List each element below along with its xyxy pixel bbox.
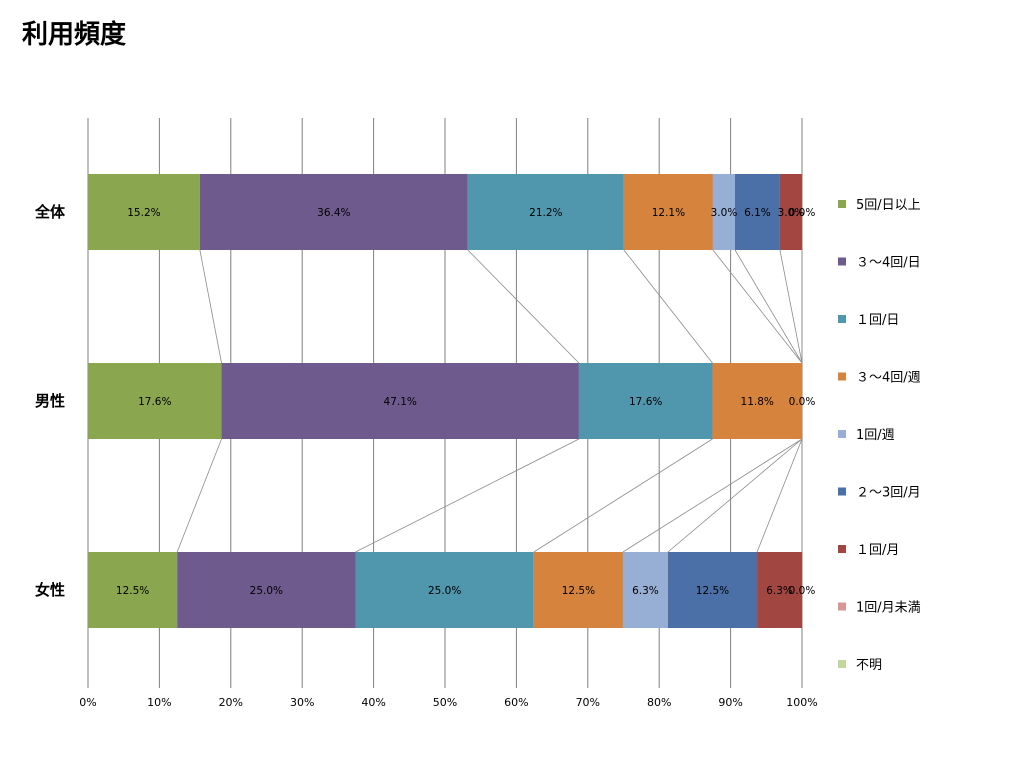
legend-label: 1回/月未満 <box>856 601 921 616</box>
x-tick-label: 70% <box>576 696 600 709</box>
bar-segment <box>533 552 623 628</box>
x-tick-label: 60% <box>504 696 528 709</box>
series-connector-lines <box>176 249 803 553</box>
bar-segment <box>199 174 468 250</box>
legend-label: ２～3回/月 <box>856 486 921 501</box>
legend-label: 5回/日以上 <box>856 198 921 213</box>
category-label: 女性 <box>35 581 65 599</box>
data-label: 25.0% <box>250 585 283 597</box>
data-label: 3.0% <box>711 207 738 219</box>
data-label: 6.1% <box>744 207 771 219</box>
x-tick-label: 100% <box>786 696 817 709</box>
legend-swatch <box>838 487 846 496</box>
x-tick-label: 10% <box>147 696 171 709</box>
data-label: 0.0% <box>789 396 816 408</box>
data-label: 47.1% <box>384 396 417 408</box>
series-connector <box>712 249 803 364</box>
legend-label: 不明 <box>856 658 882 673</box>
data-label: 12.5% <box>696 585 729 597</box>
series-connector <box>533 438 713 553</box>
data-label: 17.6% <box>138 396 171 408</box>
x-tick-label: 0% <box>79 696 96 709</box>
series-connector <box>467 249 580 364</box>
bar-segment <box>88 174 200 250</box>
legend-swatch <box>838 660 846 668</box>
chart-title: 利用頻度 <box>22 20 127 50</box>
legend-swatch <box>838 200 846 208</box>
series-connector <box>176 438 222 553</box>
bar-segment <box>712 174 736 250</box>
data-label: 3.0% <box>778 207 805 219</box>
legend-label: １回/月 <box>856 543 899 558</box>
bar-segment <box>622 552 668 628</box>
legend: 5回/日以上 ３～4回/日 １回/日 ３～4回/週 1回/週 ２～3回/月 １回/月 1回/月… <box>838 198 921 673</box>
bar-segment <box>467 174 624 250</box>
data-label: 12.1% <box>652 207 685 219</box>
bar-segment <box>221 363 579 439</box>
legend-swatch <box>838 257 846 266</box>
bar-segment <box>667 552 758 628</box>
bar-segment <box>757 552 802 628</box>
data-label: 21.2% <box>529 207 562 219</box>
data-label: 0.0% <box>789 585 816 597</box>
data-label: 12.5% <box>116 585 149 597</box>
series-connector <box>623 249 713 364</box>
series-connector <box>734 249 803 364</box>
x-tick-label: 20% <box>219 696 243 709</box>
legend-label: 1回/週 <box>856 428 895 443</box>
bar-segment <box>623 174 713 250</box>
data-label: 17.6% <box>629 396 662 408</box>
x-tick-label: 80% <box>647 696 671 709</box>
legend-label: ３～4回/週 <box>856 371 921 386</box>
x-axis: 0% 10% 20% 30% 40% 50% 60% 70% 80% 90% 100% <box>79 696 817 709</box>
bar-segment <box>355 552 534 628</box>
data-label: 12.5% <box>562 585 595 597</box>
legend-label: ３～4回/日 <box>856 256 921 271</box>
series-connector <box>667 438 803 553</box>
category-label: 男性 <box>35 392 65 410</box>
series-connector <box>355 438 580 553</box>
bars <box>88 174 802 628</box>
data-label: 11.8% <box>741 396 774 408</box>
bar-segment <box>712 363 802 439</box>
legend-swatch <box>838 430 846 438</box>
legend-swatch <box>838 602 846 611</box>
data-label: 15.2% <box>127 207 160 219</box>
bar-segment <box>735 174 780 250</box>
legend-label: １回/日 <box>856 313 899 328</box>
bar-segment <box>578 363 713 439</box>
series-connector <box>756 438 803 553</box>
bar-segment <box>88 552 178 628</box>
legend-swatch <box>838 315 846 323</box>
x-tick-label: 30% <box>290 696 314 709</box>
x-tick-label: 90% <box>718 696 742 709</box>
legend-swatch <box>838 372 846 381</box>
data-label: 36.4% <box>317 207 350 219</box>
data-label: 6.3% <box>632 585 659 597</box>
series-connector <box>622 438 803 553</box>
data-label: 6.3% <box>766 585 793 597</box>
series-connector <box>199 249 222 364</box>
bar-segment <box>779 174 802 250</box>
x-tick-label: 50% <box>433 696 457 709</box>
data-labels: 15.2% 36.4% 21.2% 12.1% 3.0% 6.1% 3.0%0.0%17.6… <box>116 207 815 597</box>
x-tick-label: 40% <box>361 696 385 709</box>
category-label: 全体 <box>34 203 66 221</box>
series-connector <box>779 249 803 364</box>
data-label: 25.0% <box>428 585 461 597</box>
bar-segment <box>177 552 356 628</box>
bar-segment <box>88 363 222 439</box>
data-label: 0.0% <box>789 207 816 219</box>
legend-swatch <box>838 545 846 553</box>
